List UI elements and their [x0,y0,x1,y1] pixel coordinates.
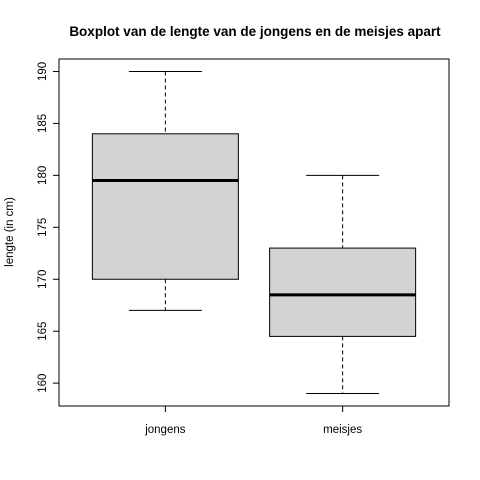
plot-frame [58,58,450,407]
y-axis: 160 165 170 175 180 185 190 [37,62,59,393]
y-tick-label-165: 165 [37,322,49,341]
boxes-group [91,70,417,395]
x-tick-label-meisjes: meisjes [323,424,362,436]
box-meisjes [269,247,417,337]
x-axis: jongens meisjes [144,406,362,436]
y-tick-label-170: 170 [37,270,49,289]
y-tick-label-190: 190 [37,62,49,81]
y-axis-label: lengte (in cm) [4,197,16,267]
y-tick-label-180: 180 [37,166,49,185]
y-tick-label-160: 160 [37,374,49,393]
box-jongens [91,133,239,280]
y-tick-label-175: 175 [37,218,49,237]
chart-title: Boxplot van de lengte van de jongens en … [69,24,441,39]
y-tick-label-185: 185 [37,114,49,133]
x-tick-label-jongens: jongens [144,424,186,436]
